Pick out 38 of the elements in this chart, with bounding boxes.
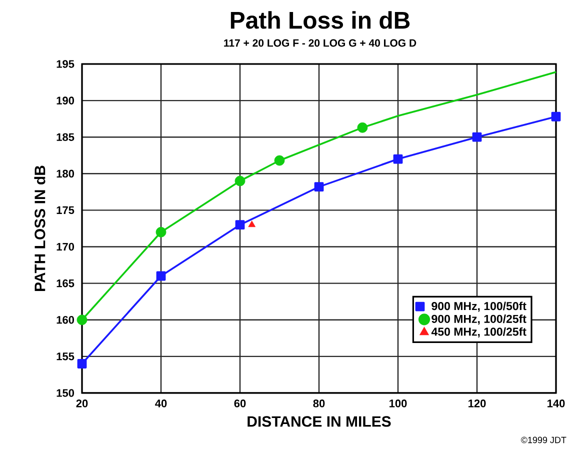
point bbox=[156, 271, 166, 281]
legend-label: 900 MHz, 100/25ft bbox=[432, 314, 526, 325]
chart-subtitle: 117 + 20 LOG F - 20 LOG G + 40 LOG D bbox=[224, 39, 416, 47]
y-tick-label: 165 bbox=[56, 279, 74, 288]
point bbox=[357, 122, 368, 133]
y-tick-label: 160 bbox=[56, 316, 74, 324]
point bbox=[314, 182, 324, 192]
x-tick-label: 140 bbox=[548, 400, 565, 408]
x-tick-label: 40 bbox=[155, 400, 167, 408]
point bbox=[248, 220, 256, 228]
point bbox=[393, 154, 403, 164]
x-tick-label: 80 bbox=[313, 400, 325, 408]
point bbox=[551, 112, 561, 122]
point bbox=[156, 226, 166, 238]
point bbox=[76, 314, 88, 326]
point bbox=[472, 132, 482, 142]
y-tick-label: 190 bbox=[56, 96, 74, 104]
y-tick-label: 195 bbox=[56, 60, 74, 68]
x-tick-label: 20 bbox=[76, 400, 88, 408]
chart-title: Path Loss in dB bbox=[230, 11, 410, 29]
x-tick-label: 60 bbox=[234, 400, 246, 408]
y-tick-label: 155 bbox=[56, 352, 74, 360]
y-tick-label: 185 bbox=[56, 133, 74, 141]
y-axis-title: PATH LOSS IN dB bbox=[34, 166, 46, 291]
y-tick-label: 175 bbox=[56, 206, 74, 214]
x-axis-title: DISTANCE IN MILES bbox=[248, 416, 391, 427]
legend-label: 450 MHz, 100/25ft bbox=[431, 327, 526, 338]
y-tick-label: 150 bbox=[56, 389, 74, 397]
point bbox=[274, 155, 285, 166]
x-tick-label: 100 bbox=[390, 400, 407, 408]
text: ©1999 JDT bbox=[520, 436, 566, 444]
point bbox=[234, 176, 246, 186]
point bbox=[77, 359, 87, 368]
point bbox=[235, 220, 245, 230]
legend-label: 900 MHz, 100/50ft bbox=[432, 302, 526, 312]
y-tick-label: 180 bbox=[56, 170, 74, 178]
x-tick-label: 120 bbox=[468, 400, 486, 408]
y-tick-label: 170 bbox=[56, 242, 74, 251]
